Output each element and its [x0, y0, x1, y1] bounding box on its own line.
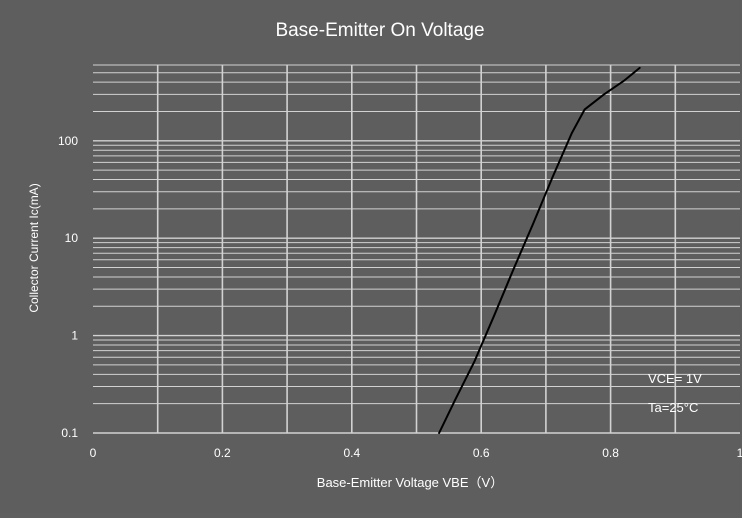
x-tick-label: 0.2	[214, 446, 231, 460]
x-axis-label: Base-Emitter Voltage VBE（V）	[317, 475, 503, 490]
chart-title: Base-Emitter On Voltage	[275, 20, 484, 41]
series-line	[438, 66, 641, 434]
x-tick-label: 0.6	[473, 446, 490, 460]
grid-layer	[93, 64, 740, 434]
annotation-ta: Ta=25°C	[648, 400, 698, 415]
y-tick-label: 1	[71, 329, 78, 343]
tick-layer: 0 0.2 0.4 0.6 0.8 1 0.1 1 10 100	[58, 134, 742, 460]
y-axis-label: Collector Current Ic(mA)	[27, 183, 41, 312]
y-tick-label: 10	[65, 231, 79, 245]
y-tick-label: 0.1	[61, 426, 78, 440]
x-tick-label: 0.4	[343, 446, 360, 460]
curve-layer	[438, 66, 641, 434]
annotation-vce: VCE= 1V	[648, 371, 702, 386]
x-tick-label: 0	[90, 446, 97, 460]
x-tick-label: 0.8	[602, 446, 619, 460]
y-tick-label: 100	[58, 134, 78, 148]
x-tick-label: 1	[737, 446, 742, 460]
label-layer: Base-Emitter On Voltage Base-Emitter Vol…	[27, 20, 702, 490]
